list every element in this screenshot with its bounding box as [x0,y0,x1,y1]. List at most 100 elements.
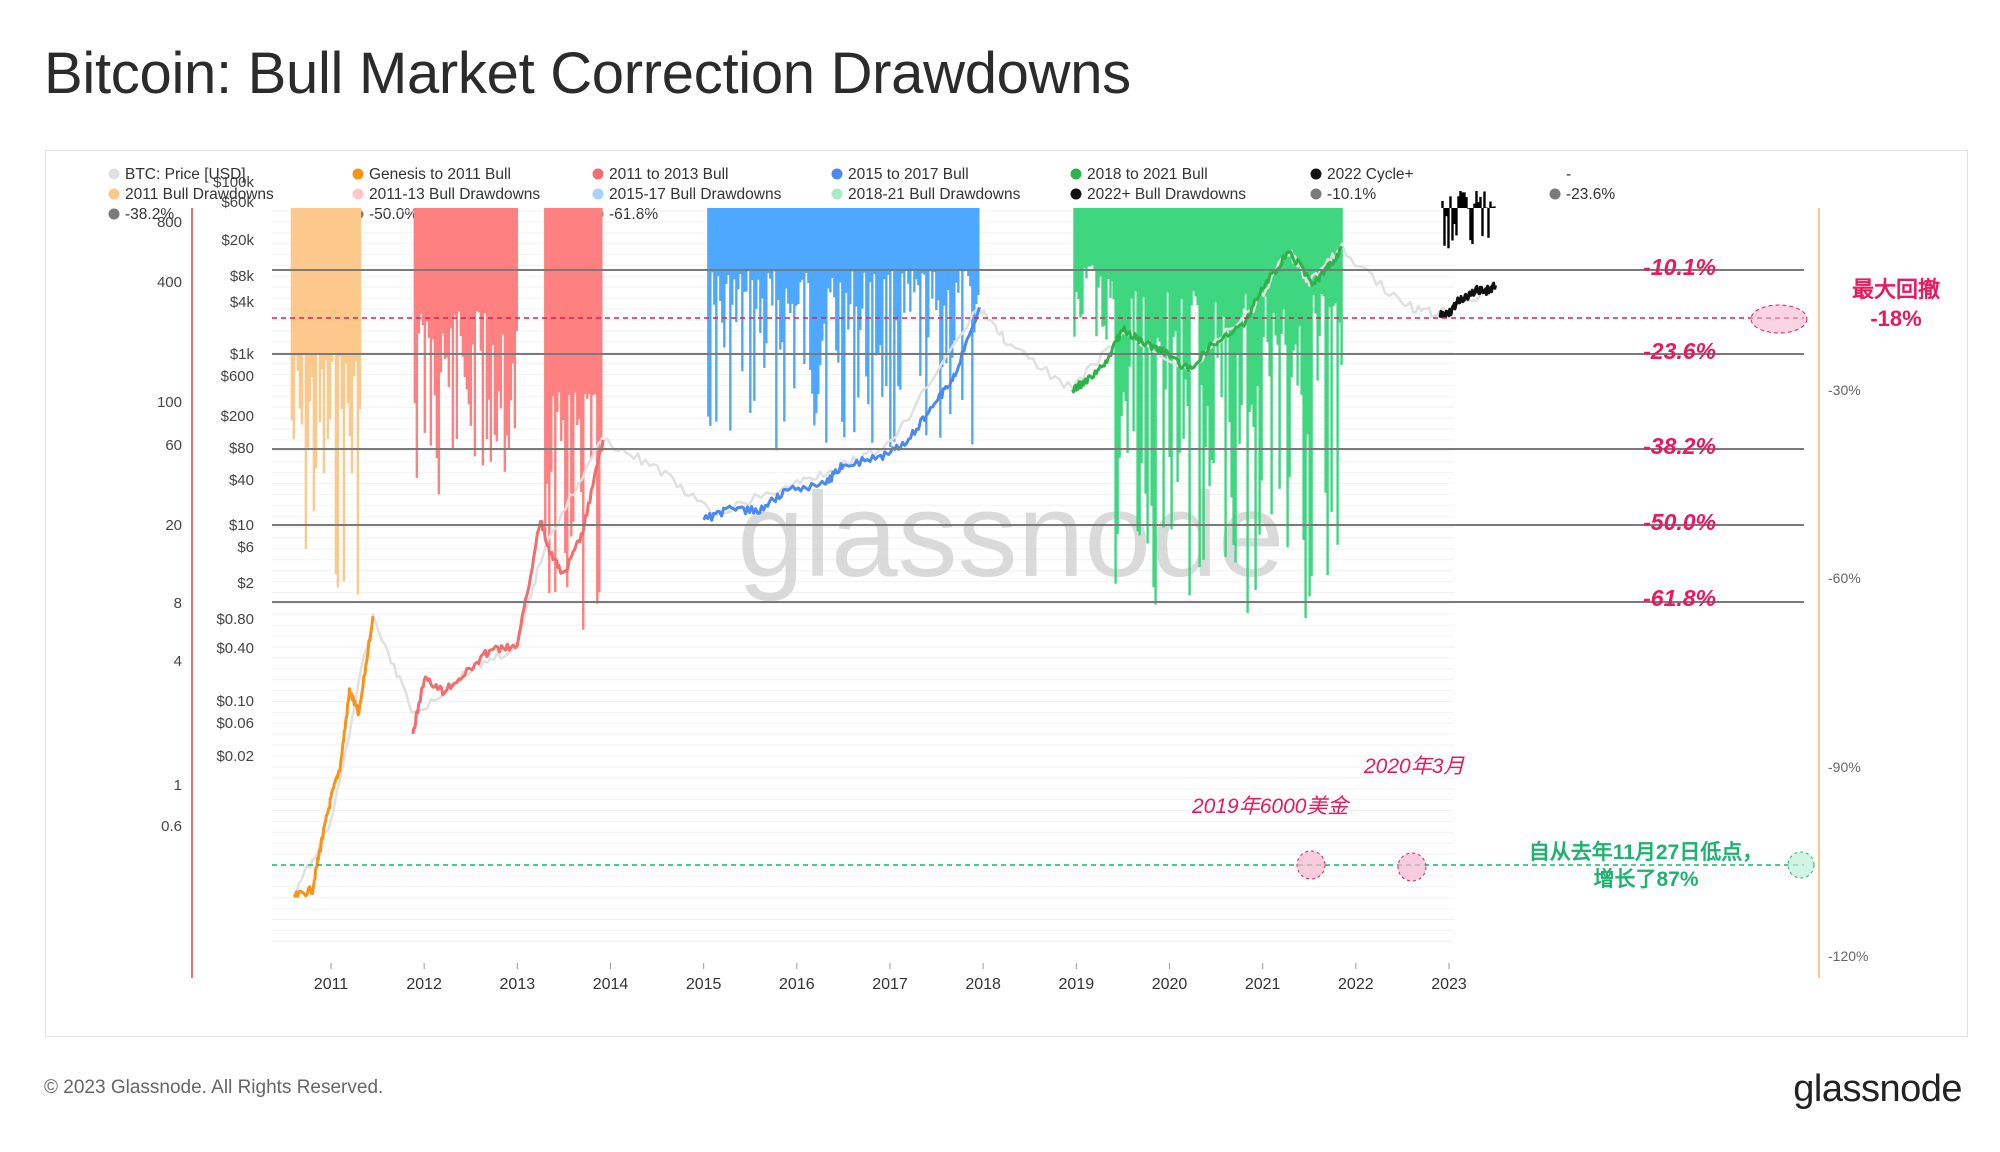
legend-item[interactable]: 2011 to 2013 Bull [592,166,729,183]
legend-swatch [108,168,120,180]
legend-label: 2018-21 Bull Drawdowns [848,186,1021,203]
legend-label: -23.6% [1566,186,1615,203]
legend-label: 2011-13 Bull Drawdowns [369,186,540,203]
legend-item[interactable]: Genesis to 2011 Bull [352,166,511,183]
fib-label: -23.6% [1643,338,1716,364]
fib-label: -50.0% [1643,509,1716,535]
price-line-genesis [292,615,375,899]
legend-item[interactable]: 2022+ Bull Drawdowns [1070,186,1247,203]
y-tick-outer: 0.6 [161,818,182,835]
legend-item[interactable]: 2018-21 Bull Drawdowns [831,186,1021,203]
fib-label: -38.2% [1643,433,1716,459]
y-tick-price: $100k [213,174,254,191]
legend-item[interactable]: 2022 Cycle+ [1310,166,1414,183]
y-tick-right: -120% [1828,948,1868,964]
legend-item[interactable]: - [1549,166,1572,183]
x-tick-label: 2020 [1152,976,1188,993]
legend-item[interactable]: -50.0% [352,206,419,223]
legend-label: -38.2% [125,206,174,223]
chart-frame: BTC: Price [USD] Genesis to 2011 Bull 2011… [45,136,1968,1037]
x-tick-label: 2017 [872,976,908,993]
legend-item[interactable]: 2011 Bull Drawdowns [108,186,275,203]
legend-item[interactable]: -10.1% [1310,186,1377,203]
y-tick-outer: 4 [174,653,182,670]
legend-label: - [1566,166,1571,183]
y-tick-outer: 60 [165,437,182,454]
legend-label: -10.1% [1327,186,1376,203]
legend-item[interactable]: BTC: Price [USD] [108,166,246,183]
y-tick-right: -90% [1828,759,1861,775]
legend-label: 2018 to 2021 Bull [1087,166,1208,183]
max-drawdown-marker [1750,304,1808,334]
marker-2020 [1397,852,1427,882]
legend-swatch [1549,188,1561,200]
fib-label: -61.8% [1643,585,1716,611]
y-tick-price: $0.40 [216,640,254,657]
y-tick-outer: 8 [174,595,182,612]
legend[interactable]: BTC: Price [USD] Genesis to 2011 Bull 2011… [108,166,1616,223]
legend-label: Genesis to 2011 Bull [369,166,511,183]
legend-swatch [592,188,604,200]
legend-item[interactable]: -38.2% [108,206,175,223]
y-tick-price: $2 [237,575,254,592]
legend-item[interactable]: 2011-13 Bull Drawdowns [352,186,541,203]
fib-levels [272,269,1804,603]
max-drawdown-value: -18% [1870,306,1921,331]
legend-label: BTC: Price [USD] [125,166,246,183]
y-tick-outer: 800 [157,214,182,231]
y-tick-price: $4k [230,294,255,311]
note-growth: 自从去年11月27日低点， [1529,840,1764,864]
marker-2023 [1787,851,1815,879]
y-tick-price: $600 [221,368,254,385]
x-tick-label: 2015 [686,976,722,993]
y-tick-price: $0.06 [216,715,254,732]
legend-item[interactable]: 2018 to 2021 Bull [1070,166,1208,183]
chart-svg: BTC: Price [USD] Genesis to 2011 Bull 2011… [108,136,1940,993]
y-tick-outer: 1 [174,777,182,794]
legend-item[interactable]: 2015-17 Bull Drawdowns [592,186,782,203]
x-tick-label: 2012 [406,976,442,993]
y-tick-price: $10 [229,517,254,534]
legend-swatch [352,168,364,180]
legend-swatch [1070,188,1082,200]
y-tick-price: $0.02 [216,748,254,765]
max-drawdown-label: 最大回撤 [1852,277,1940,302]
page-title: Bitcoin: Bull Market Correction Drawdown… [44,41,1131,106]
y-tick-price: $40 [229,472,254,489]
y-tick-outer: 20 [165,517,182,534]
price-line-2017 [702,306,981,522]
legend-item[interactable]: -23.6% [1549,186,1616,203]
y-tick-right: -60% [1828,570,1861,586]
y-tick-price: $60k [221,194,254,211]
x-tick-label: 2023 [1431,976,1467,993]
legend-swatch [1310,168,1322,180]
x-tick-label: 2016 [779,976,815,993]
legend-swatch [831,168,843,180]
y-tick-price: $20k [221,232,254,249]
y-tick-price: $0.10 [216,693,254,710]
y-tick-outer: 100 [157,394,182,411]
price-line-btc [292,242,1496,898]
marker-2019 [1296,850,1326,880]
glassnode-logo[interactable]: glassnode [1793,1068,1962,1110]
y-tick-price: $80 [229,440,254,457]
legend-swatch [108,208,120,220]
legend-label: 2015-17 Bull Drawdowns [609,186,782,203]
annotations: -10.1% -23.6% -38.2% -50.0% -61.8% 最大回撤 -18% 20… [272,254,1940,891]
price-line-2013 [411,439,605,735]
legend-swatch [1310,188,1322,200]
fib-label: -10.1% [1643,254,1716,280]
note-2020: 2020年3月 [1363,755,1465,778]
y-tick-outer: 400 [157,274,182,291]
y-tick-outer: 2K [164,151,182,153]
y-tick-price: $6 [237,539,254,556]
x-tick-label: 2018 [965,976,1001,993]
x-tick-label: 2013 [500,976,536,993]
legend-item[interactable]: 2015 to 2017 Bull [831,166,969,183]
y-tick-price: $1k [230,346,255,363]
legend-swatch [352,188,364,200]
legend-label: -61.8% [609,206,658,223]
price-line-2022 [1438,281,1498,319]
legend-swatch [108,188,120,200]
watermark: glassnode [737,468,1284,602]
